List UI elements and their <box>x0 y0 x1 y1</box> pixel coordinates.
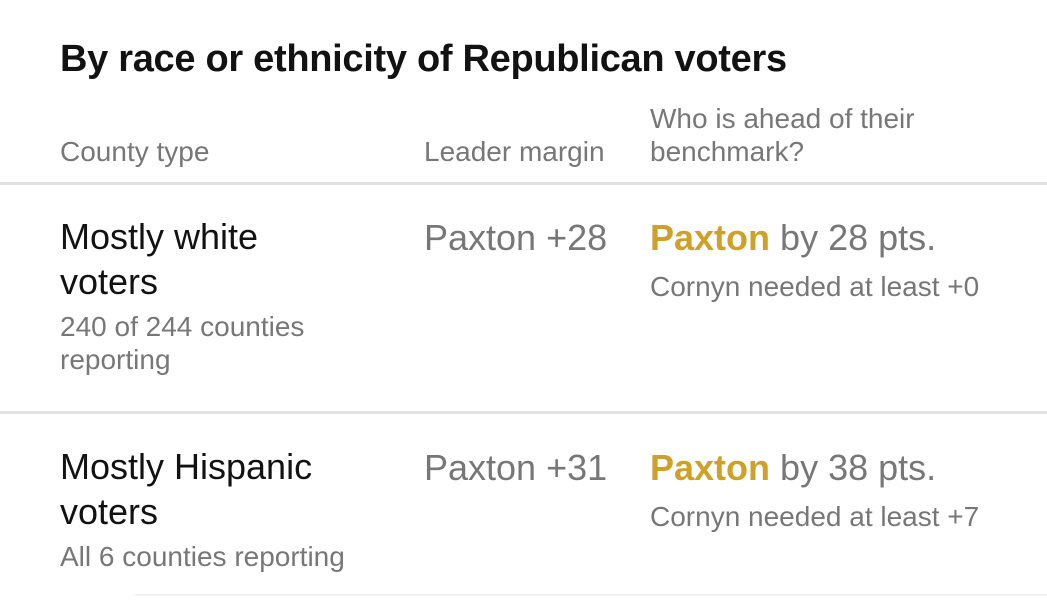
benchmark: Cornyn needed at least +7 <box>650 501 980 532</box>
header-county-type: County type <box>60 136 210 167</box>
benchmark: Cornyn needed at least +0 <box>650 271 980 302</box>
ahead-line: Paxton by 28 pts. <box>650 217 979 259</box>
header-ahead: Who is ahead of their benchmark? <box>650 103 915 167</box>
county-type: Mostly Hispanic voters <box>60 446 313 532</box>
divider <box>0 182 1047 185</box>
lead: by 38 pts. <box>780 447 937 488</box>
title: By race or ethnicity of Republican voter… <box>60 38 787 80</box>
divider <box>0 411 1047 414</box>
reporting: All 6 counties reporting <box>60 541 345 572</box>
header-leader-margin: Leader margin <box>424 136 605 167</box>
row-name: Mostly white voters 240 of 244 counties … <box>60 214 360 376</box>
leader: Paxton <box>650 217 771 258</box>
leader: Paxton <box>650 447 771 488</box>
lead: by 28 pts. <box>780 217 937 258</box>
reporting: 240 of 244 counties reporting <box>60 311 305 375</box>
ahead-cell: Paxton by 38 pts. Cornyn needed at least… <box>650 447 979 533</box>
ahead-cell: Paxton by 28 pts. Cornyn needed at least… <box>650 217 979 303</box>
leader-margin: Paxton +28 <box>424 217 608 258</box>
row-name: Mostly Hispanic voters All 6 counties re… <box>60 444 360 573</box>
leader-margin: Paxton +31 <box>424 447 608 488</box>
divider <box>135 594 1047 596</box>
county-type: Mostly white voters <box>60 216 259 302</box>
ahead-line: Paxton by 38 pts. <box>650 447 979 489</box>
